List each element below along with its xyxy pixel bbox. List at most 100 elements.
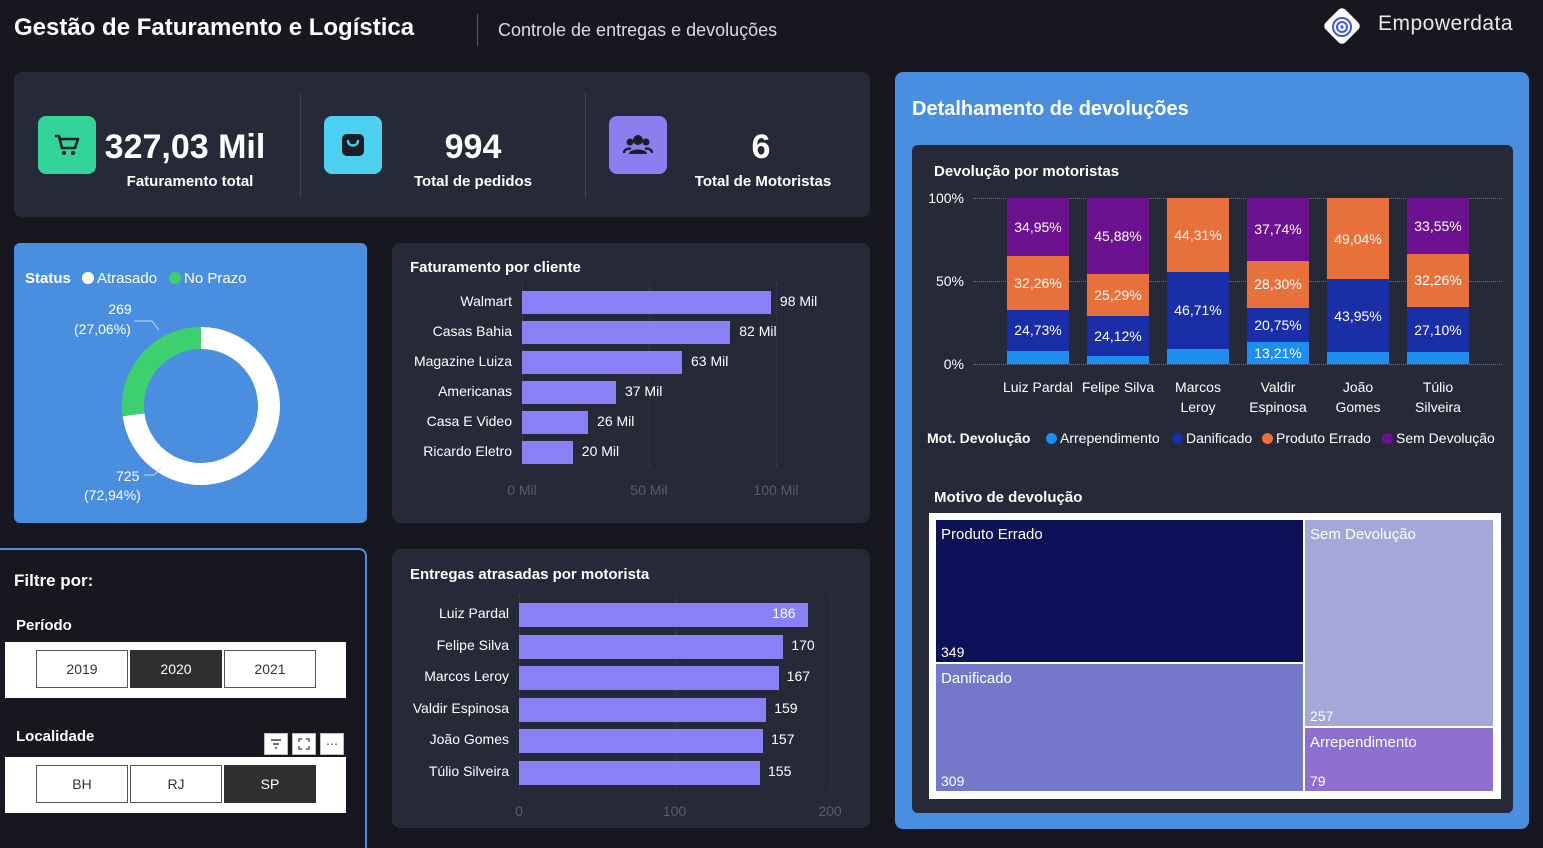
- stack-segment[interactable]: [1007, 309, 1069, 351]
- stack-segment[interactable]: [1007, 256, 1069, 310]
- focus-mode-icon[interactable]: [292, 733, 316, 755]
- kpi-motoristas-label: Total de Motoristas: [694, 173, 832, 190]
- stack-segment[interactable]: [1087, 198, 1149, 275]
- localidade-option-sp[interactable]: SP: [224, 765, 316, 803]
- bar[interactable]: [522, 381, 616, 404]
- treemap-cell-arrependimento[interactable]: Arrependimento 79: [1303, 726, 1495, 793]
- treemap-cell-sem-devolucao[interactable]: Sem Devolução 257: [1303, 518, 1495, 728]
- faturamento-chart-card: Faturamento por cliente 0 Mil 50 Mil 100 M…: [392, 243, 870, 523]
- legend-label-atrasado[interactable]: Atrasado: [97, 270, 158, 287]
- bar-value-label: 186: [772, 605, 796, 621]
- stack-segment[interactable]: [1327, 279, 1389, 353]
- stack-segment[interactable]: [1407, 352, 1469, 364]
- bar-value-label: 159: [774, 699, 798, 716]
- treemap-cell-name: Danificado: [941, 670, 1012, 687]
- bar[interactable]: [519, 729, 764, 754]
- treemap-cell-danificado[interactable]: Danificado 309: [934, 662, 1305, 793]
- periodo-option-2019[interactable]: 2019: [36, 650, 128, 688]
- kpi-card: 327,03 Mil Faturamento total 994 Total d…: [14, 72, 870, 217]
- legend-dot-produto-errado: [1262, 433, 1273, 444]
- legend-label[interactable]: Danificado: [1186, 430, 1253, 446]
- grid-line: [522, 283, 523, 467]
- legend-label[interactable]: Arrependimento: [1060, 430, 1160, 446]
- periodo-option-2021[interactable]: 2021: [224, 650, 316, 688]
- stack-segment-label: 24,73%: [1014, 322, 1062, 339]
- bar[interactable]: [522, 321, 731, 344]
- grid-line: [649, 283, 650, 467]
- kpi-pedidos-label: Total de pedidos: [413, 173, 533, 190]
- y-axis-tick: 100%: [928, 190, 964, 206]
- status-donut: [121, 320, 280, 485]
- legend-label-no-prazo[interactable]: No Prazo: [184, 270, 247, 287]
- bar[interactable]: [519, 634, 784, 659]
- localidade-option-bh[interactable]: BH: [36, 765, 128, 803]
- grid-line: [830, 595, 831, 789]
- bar-category-label: Túlio Silveira: [428, 763, 509, 779]
- bar[interactable]: [522, 351, 683, 374]
- status-chart-card: Status Atrasado No Prazo 269 (27,06%) 72…: [14, 243, 367, 523]
- more-options-icon[interactable]: ⋯: [320, 733, 344, 755]
- stack-segment[interactable]: [1247, 307, 1309, 343]
- donut-label-pct: (27,06%): [74, 321, 131, 337]
- devolucoes-title: Detalhamento de devoluções: [912, 98, 1189, 120]
- stack-segment[interactable]: [1007, 198, 1069, 257]
- donut-leader-line: [134, 320, 160, 331]
- kpi-divider: [300, 92, 301, 198]
- bar-category-label: Walmart: [460, 293, 512, 309]
- filter-icon[interactable]: [264, 733, 288, 755]
- treemap-cell-value: 349: [941, 644, 965, 660]
- stack-segment-label: 24,12%: [1094, 328, 1142, 345]
- bar-category-label: Americanas: [438, 383, 512, 399]
- localidade-option-rj[interactable]: RJ: [130, 765, 222, 803]
- stack-segment[interactable]: [1087, 316, 1149, 357]
- stack-segment-label: 34,95%: [1014, 219, 1062, 235]
- bar[interactable]: [519, 603, 809, 627]
- stack-segment[interactable]: [1407, 253, 1469, 308]
- bar[interactable]: [522, 291, 771, 314]
- bar-value-label: 157: [771, 731, 795, 748]
- stack-segment-label: 44,31%: [1174, 226, 1222, 243]
- donut-slice-no-prazo[interactable]: [121, 327, 201, 417]
- stack-segment[interactable]: [1087, 356, 1149, 364]
- bar[interactable]: [522, 441, 573, 464]
- periodo-option-2020[interactable]: 2020: [130, 650, 222, 688]
- stack-segment[interactable]: [1007, 350, 1069, 364]
- stack-segment[interactable]: [1167, 271, 1229, 350]
- legend-dot-sem-devolucao: [1382, 433, 1393, 444]
- stack-segment[interactable]: [1407, 198, 1469, 254]
- stack-segment-label: 20,75%: [1254, 316, 1302, 333]
- stack-segment[interactable]: [1327, 352, 1389, 364]
- treemap-cell-produto-errado[interactable]: Produto Errado 349: [934, 518, 1305, 664]
- axis-tick-label: 100: [662, 803, 687, 819]
- legend-label[interactable]: Produto Errado: [1276, 430, 1371, 446]
- treemap-cell-value: 79: [1310, 773, 1326, 789]
- bar[interactable]: [519, 697, 767, 722]
- stack-segment[interactable]: [1167, 349, 1229, 364]
- bar-category-label: Luiz Pardal: [438, 605, 509, 621]
- stack-segment[interactable]: [1407, 307, 1469, 353]
- stack-segment[interactable]: [1247, 198, 1309, 261]
- stack-segment[interactable]: [1327, 198, 1389, 280]
- kpi-motoristas-value: 6: [751, 128, 771, 166]
- stack-segment[interactable]: [1087, 274, 1149, 317]
- stack-segment-label: 25,29%: [1094, 287, 1142, 304]
- bar[interactable]: [519, 761, 761, 785]
- stack-segment[interactable]: [1247, 260, 1309, 308]
- stack-segment[interactable]: [1167, 198, 1229, 272]
- treemap-title: Motivo de devolução: [934, 489, 1083, 506]
- localidade-label: Localidade: [16, 728, 95, 745]
- kpi-faturamento-value: 327,03 Mil: [104, 128, 266, 166]
- stack-segment[interactable]: [1247, 342, 1309, 364]
- legend-label[interactable]: Sem Devolução: [1396, 430, 1495, 446]
- stack-segment-label: 37,74%: [1254, 221, 1302, 238]
- x-axis-driver-label: Felipe Silva: [1081, 379, 1155, 395]
- bar[interactable]: [519, 666, 779, 691]
- stack-segment-label: 49,04%: [1334, 230, 1382, 247]
- stack-segment-label: 32,26%: [1414, 272, 1462, 289]
- axis-tick-label: 0: [515, 803, 523, 819]
- y-axis-tick: 50%: [935, 273, 964, 289]
- x-axis-driver-label: Valdir: [1260, 379, 1296, 395]
- bar-category-label: Magazine Luiza: [413, 353, 512, 369]
- bar[interactable]: [522, 411, 589, 434]
- devolucoes-panel: Detalhamento de devoluções Devolução por…: [895, 72, 1529, 829]
